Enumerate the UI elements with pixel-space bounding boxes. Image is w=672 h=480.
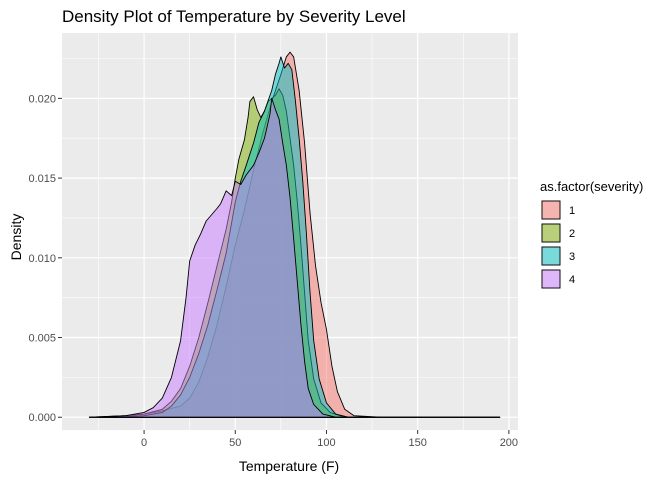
y-tick-label: 0.010 [28, 253, 56, 265]
legend-label-4: 4 [569, 274, 575, 286]
x-tick-label: 150 [409, 437, 427, 449]
legend: 1 2 3 4 [541, 200, 575, 289]
legend-swatch-2 [541, 223, 561, 243]
legend-title: as.factor(severity) [540, 179, 643, 194]
density-areas [88, 51, 501, 418]
legend-swatch-1 [541, 200, 561, 220]
legend-label-2: 2 [569, 228, 575, 240]
legend-swatch-4 [541, 269, 561, 289]
x-tick-label: 200 [500, 437, 518, 449]
y-axis-title: Density [8, 214, 24, 261]
x-axis-title: Temperature (F) [239, 458, 339, 474]
y-tick-label: 0.020 [28, 93, 56, 105]
chart-title: Density Plot of Temperature by Severity … [62, 7, 406, 26]
axis-ticks: 0 50 100 150 200 0.000 0.005 0.010 0.015 0.020 [28, 93, 518, 449]
y-tick-label: 0.015 [28, 173, 56, 185]
x-tick-label: 0 [141, 437, 147, 449]
x-tick-label: 50 [229, 437, 241, 449]
legend-label-3: 3 [569, 251, 575, 263]
y-tick-label: 0.000 [28, 412, 56, 424]
legend-label-1: 1 [569, 205, 575, 217]
legend-swatch-3 [541, 246, 561, 266]
y-tick-label: 0.005 [28, 333, 56, 345]
density-area-severity-4 [98, 97, 501, 418]
x-tick-label: 100 [317, 437, 335, 449]
